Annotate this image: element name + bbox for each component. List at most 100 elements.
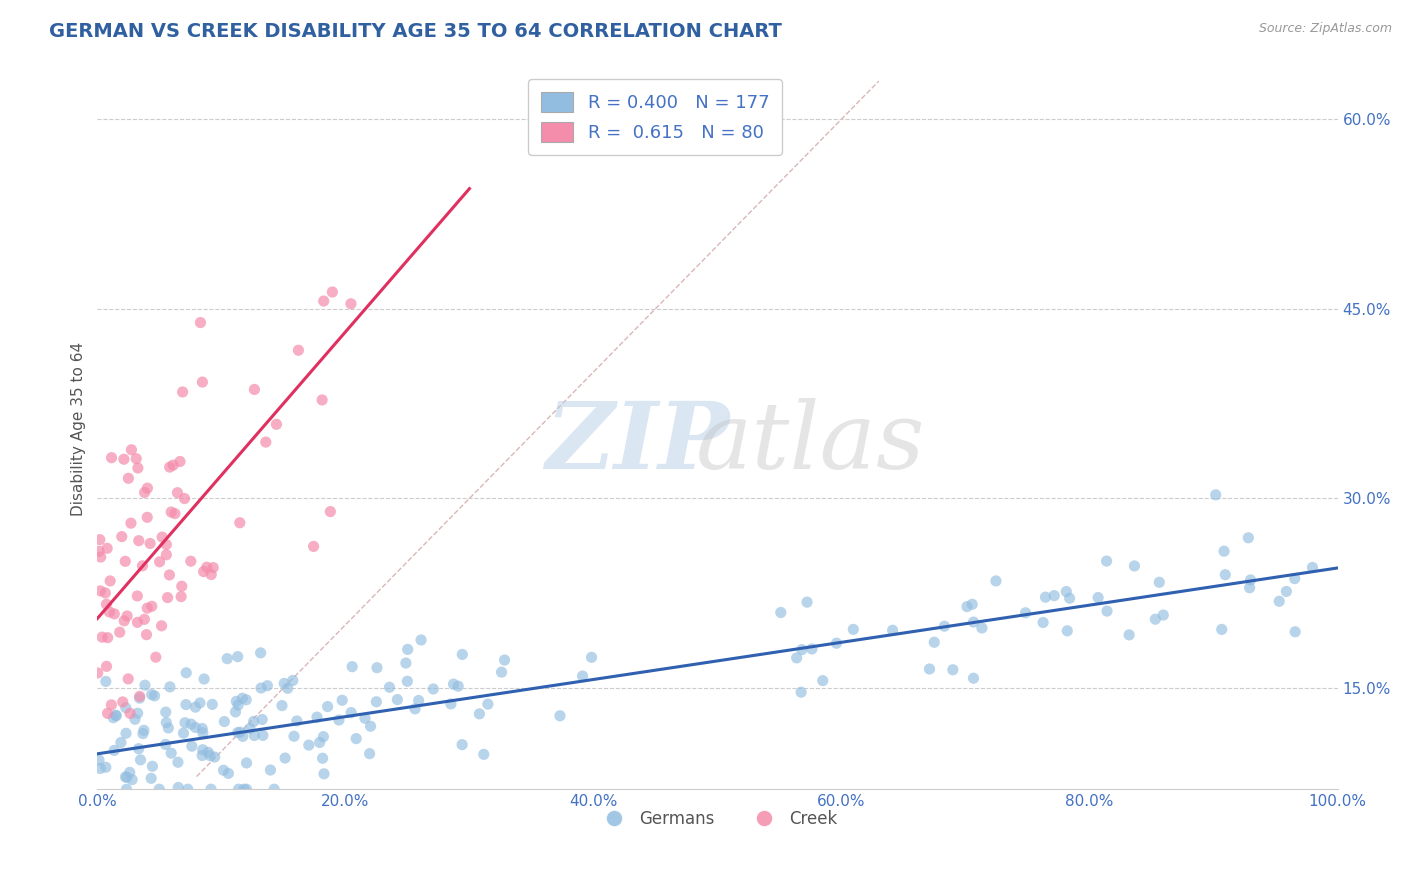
Point (174, 715, 197, 730)
Point (298, 738, 321, 752)
Point (962, 671, 984, 685)
Point (89, 583, 111, 598)
Point (1095, 554, 1118, 568)
Point (139, 536, 162, 550)
Point (115, 782, 138, 797)
Point (89, 533, 111, 547)
Point (87, 753, 110, 767)
Point (271, 698, 294, 713)
Point (141, 772, 163, 786)
Point (115, 770, 138, 784)
Point (112, 452, 135, 467)
Point (378, 680, 401, 694)
Point (191, 725, 214, 739)
Point (169, 454, 191, 468)
Point (155, 537, 177, 551)
Point (118, 765, 141, 780)
Point (451, 648, 474, 662)
Point (1014, 606, 1036, 620)
Point (204, 750, 226, 764)
Point (477, 697, 499, 711)
Point (226, 698, 249, 712)
Point (1152, 608, 1174, 623)
Point (98, 605, 121, 619)
Text: ZIP: ZIP (544, 399, 728, 488)
Point (1239, 573, 1261, 587)
Point (404, 702, 426, 716)
Text: GERMAN VS CREEK DISABILITY AGE 35 TO 64 CORRELATION CHART: GERMAN VS CREEK DISABILITY AGE 35 TO 64 … (49, 22, 782, 41)
Point (239, 722, 262, 736)
Point (1275, 584, 1298, 599)
Point (94, 760, 117, 774)
Point (796, 595, 818, 609)
Point (136, 481, 159, 495)
Point (162, 458, 184, 472)
Point (150, 530, 173, 544)
Point (115, 608, 138, 623)
Point (173, 726, 195, 740)
Point (277, 681, 299, 696)
Point (94, 586, 117, 600)
Point (174, 665, 197, 680)
Point (134, 678, 156, 692)
Point (217, 766, 239, 780)
Point (960, 597, 983, 611)
Text: atlas: atlas (696, 399, 925, 488)
Point (235, 693, 257, 707)
Point (256, 679, 278, 693)
Point (387, 692, 409, 706)
Point (128, 690, 150, 704)
Point (231, 691, 253, 706)
Point (91, 630, 114, 644)
Point (1144, 612, 1167, 626)
Y-axis label: Disability Age 35 to 64: Disability Age 35 to 64 (72, 342, 86, 516)
Point (273, 676, 295, 690)
Point (128, 691, 150, 706)
Point (111, 530, 134, 544)
Point (214, 714, 236, 729)
Point (177, 782, 200, 797)
Point (366, 695, 388, 709)
Point (225, 705, 247, 719)
Point (226, 725, 249, 739)
Point (112, 614, 135, 628)
Point (166, 485, 188, 500)
Point (285, 714, 308, 728)
Point (190, 316, 212, 330)
Point (167, 780, 190, 795)
Point (212, 764, 235, 778)
Point (120, 442, 142, 457)
Point (232, 730, 254, 744)
Point (266, 417, 288, 432)
Point (136, 601, 159, 615)
Point (145, 650, 167, 665)
Point (114, 554, 136, 568)
Point (235, 782, 257, 797)
Point (128, 741, 150, 756)
Point (263, 782, 285, 797)
Point (233, 782, 256, 797)
Point (86, 665, 108, 680)
Point (100, 450, 122, 465)
Point (250, 713, 273, 727)
Point (395, 656, 418, 670)
Point (250, 681, 273, 695)
Point (396, 642, 419, 657)
Point (312, 293, 335, 308)
Point (131, 558, 153, 573)
Point (120, 516, 142, 531)
Point (201, 698, 224, 712)
Point (235, 756, 257, 770)
Point (136, 510, 159, 524)
Point (103, 711, 125, 725)
Point (180, 554, 202, 568)
Point (94, 674, 117, 689)
Point (134, 485, 156, 500)
Point (396, 674, 419, 689)
Point (150, 619, 173, 633)
Point (918, 662, 941, 676)
Point (148, 782, 170, 797)
Point (259, 763, 281, 777)
Point (174, 698, 197, 712)
Point (825, 636, 848, 650)
